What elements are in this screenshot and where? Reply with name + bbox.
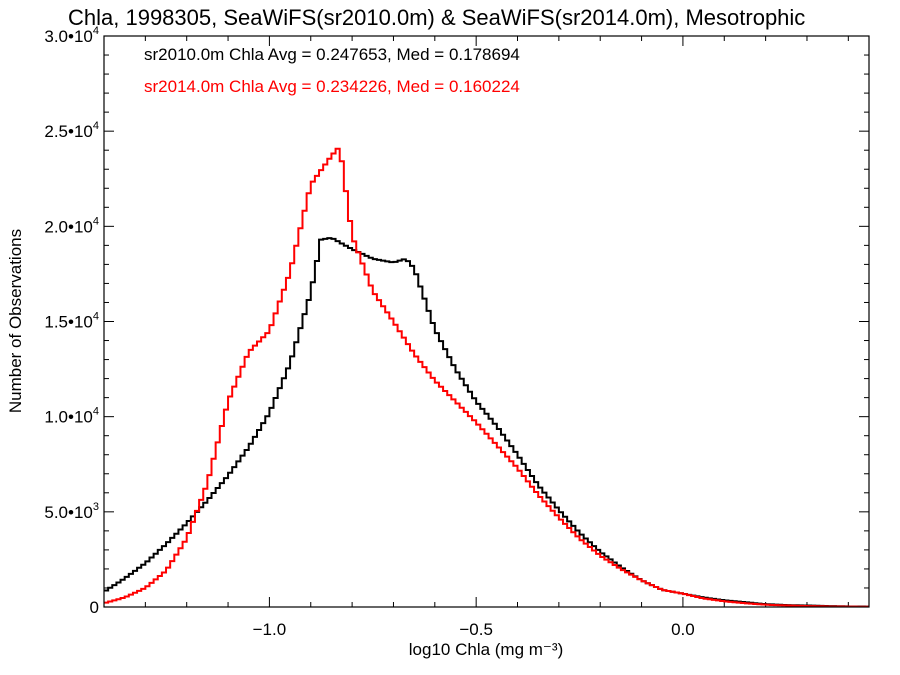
y-tick-label: 3.0•104: [44, 25, 99, 46]
plot-area: [104, 147, 869, 607]
x-tick-label: −0.5: [459, 620, 493, 639]
y-tick-label: 1.0•104: [44, 406, 99, 427]
series-line-1: [104, 147, 869, 607]
y-tick-label: 5.0•103: [44, 501, 99, 522]
x-axis-ticks: −1.0 −0.5 0.0: [103, 36, 849, 639]
y-axis-label: Number of Observations: [6, 229, 25, 413]
x-tick-label: −1.0: [253, 620, 287, 639]
series-line-0: [104, 237, 869, 607]
y-axis-ticks: 0 5.0•103 1.0•104 1.5•104 2.0•104 2.5•104 3.0•…: [44, 25, 869, 617]
y-tick-label: 1.5•104: [44, 311, 99, 332]
annotation-sr2014: sr2014.0m Chla Avg = 0.234226, Med = 0.1…: [144, 77, 520, 96]
plot-frame: [103, 35, 870, 608]
annotation-sr2010: sr2010.0m Chla Avg = 0.247653, Med = 0.1…: [144, 45, 520, 64]
x-tick-label: 0.0: [671, 620, 695, 639]
x-axis-label: log10 Chla (mg m⁻³): [409, 640, 563, 659]
chart-title: Chla, 1998305, SeaWiFS(sr2010.0m) & SeaW…: [68, 5, 805, 30]
y-tick-label: 2.5•104: [44, 120, 99, 141]
y-tick-label: 0: [90, 598, 99, 617]
y-tick-label: 2.0•104: [44, 215, 99, 236]
